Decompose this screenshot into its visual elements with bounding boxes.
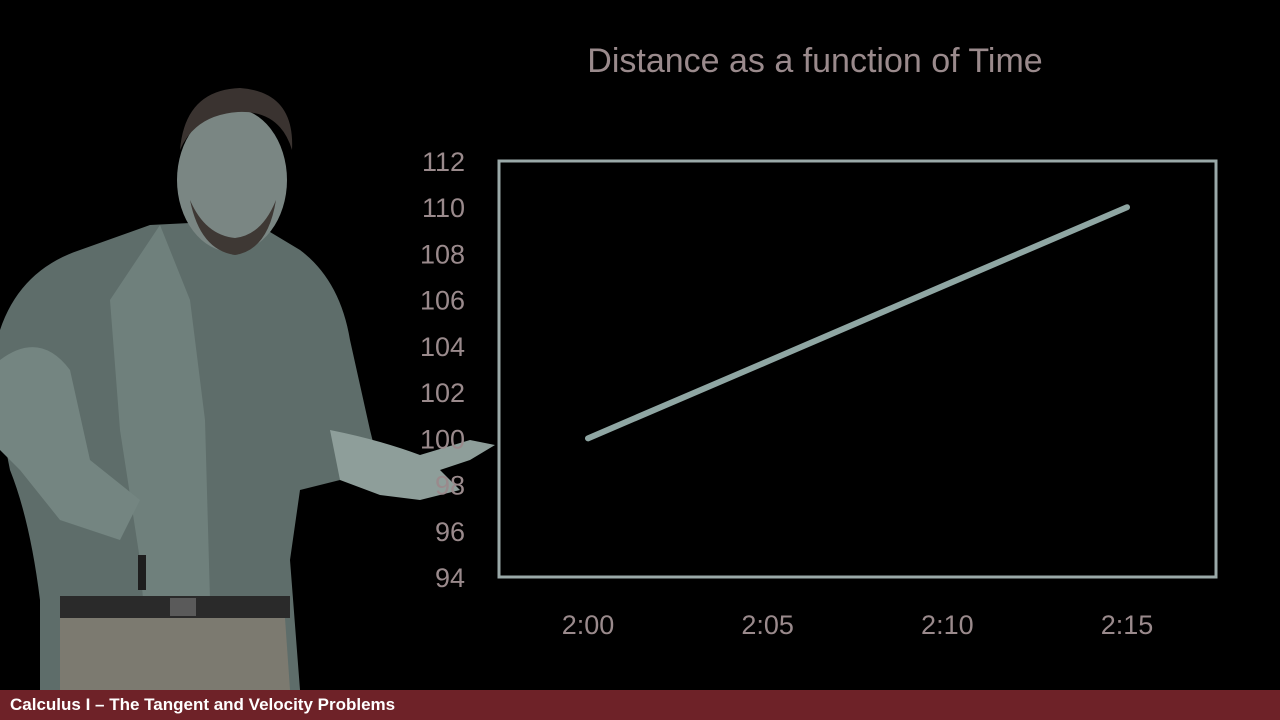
distance-time-chart: Distance as a function of Time 94 96 98 100… <box>420 42 1218 640</box>
x-tick-label: 2:00 <box>562 610 615 640</box>
y-tick-label: 96 <box>435 517 465 547</box>
footer-title: Calculus I – The Tangent and Velocity Pr… <box>10 695 396 714</box>
series-layer <box>585 204 1130 442</box>
y-tick-label: 108 <box>420 239 465 269</box>
y-axis-ticks: 94 96 98 100 102 104 106 108 110 112 <box>420 147 465 593</box>
y-tick-label: 98 <box>435 471 465 501</box>
presenter-photo <box>0 88 495 690</box>
y-tick-label: 110 <box>422 193 465 223</box>
footer-bar: Calculus I – The Tangent and Velocity Pr… <box>0 690 1280 720</box>
chart-title: Distance as a function of Time <box>587 42 1042 80</box>
x-tick-label: 2:10 <box>921 610 974 640</box>
x-tick-label: 2:15 <box>1101 610 1154 640</box>
y-tick-label: 100 <box>420 424 465 454</box>
x-axis-ticks: 2:00 2:05 2:10 2:15 <box>562 610 1154 640</box>
y-tick-label: 94 <box>435 563 465 593</box>
series-line <box>585 204 1130 442</box>
y-tick-label: 112 <box>422 147 465 177</box>
y-tick-label: 106 <box>420 286 465 316</box>
y-tick-label: 104 <box>420 332 465 362</box>
plot-area-frame <box>497 159 1218 579</box>
y-tick-label: 102 <box>420 378 465 408</box>
x-tick-label: 2:05 <box>741 610 794 640</box>
